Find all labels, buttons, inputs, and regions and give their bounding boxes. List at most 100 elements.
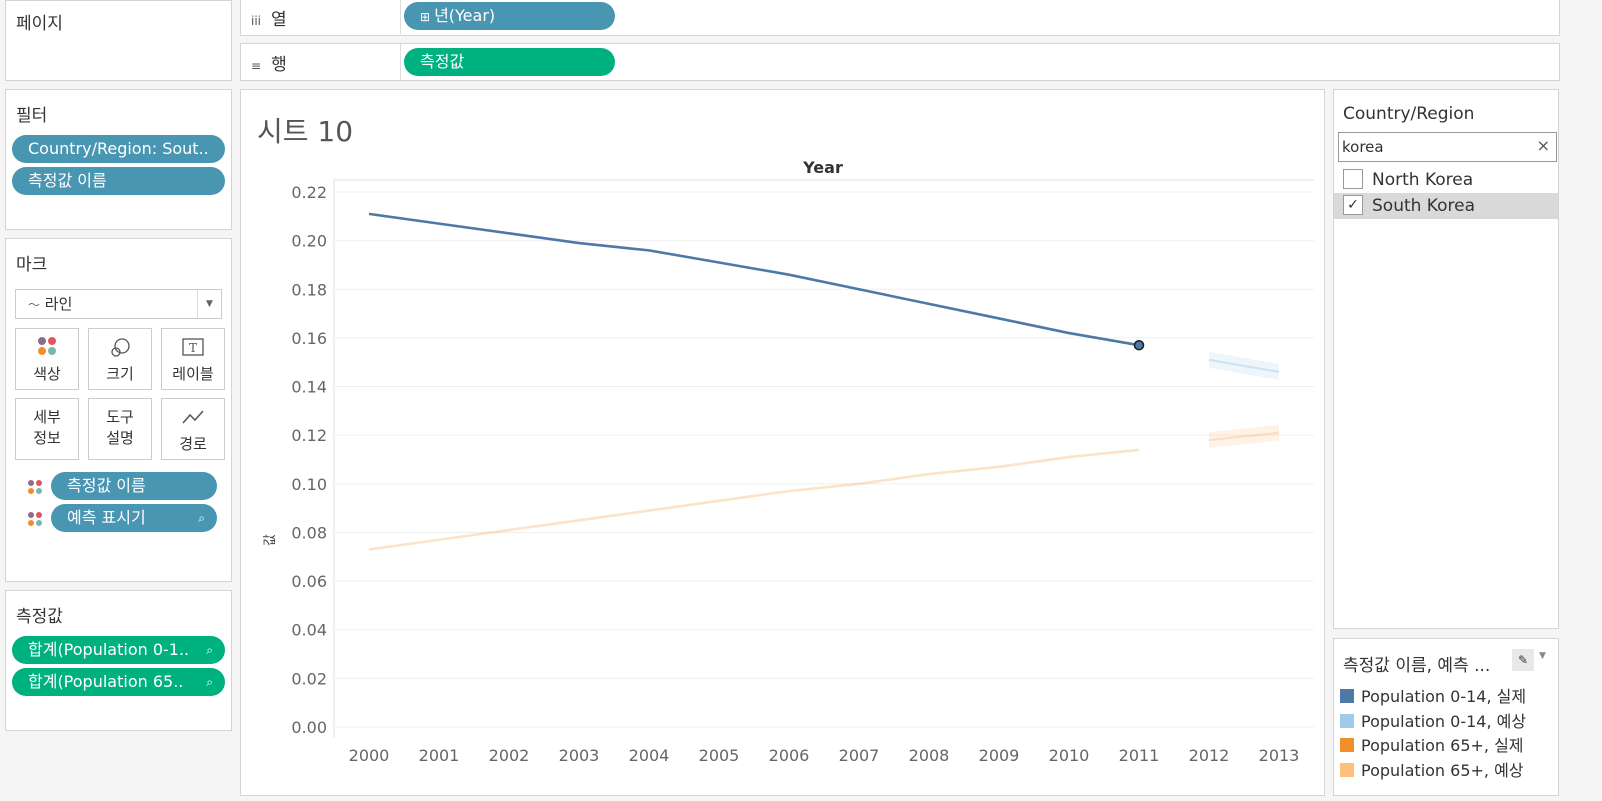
y-tick-label: 0.00 [291,718,327,737]
forecast-band [1209,351,1279,380]
path-button[interactable]: 경로 [161,398,225,460]
selected-point-marker [1133,339,1145,351]
edit-colors-icon[interactable]: ✎ [1512,649,1534,671]
x-tick-label: 2004 [629,746,670,765]
line-chart[interactable]: 0.00 0.02 0.04 0.06 0.08 0.10 0.12 0.14 0.16 0.18… [241,90,1326,797]
x-tick-label: 2005 [699,746,740,765]
series-line [368,212,1140,347]
y-tick-label: 0.08 [291,523,327,542]
size-button[interactable]: 크기 [88,328,152,390]
pages-panel: 페이지 [5,0,232,81]
measure-values-panel: 측정값 합계(Population 0-1.. ⌕ 합계(Population … [5,590,232,731]
legend-item[interactable]: Population 0-14, 예상 [1340,708,1526,732]
x-tick-label: 2009 [979,746,1020,765]
legend-menu-chevron-icon[interactable]: ▼ [1539,651,1546,661]
size-icon [89,337,151,359]
pin-icon: ⌕ [198,511,205,525]
x-tick-label: 2006 [769,746,810,765]
filter-pill-measure-names[interactable]: 측정값 이름 [12,167,225,195]
pin-icon: ⌕ [206,643,213,657]
y-tick-label: 0.04 [291,621,327,640]
y-tick-label: 0.22 [291,183,327,202]
legend-label: Population 0-14, 예상 [1361,711,1527,731]
color-legend-card: 측정값 이름, 예측 ... ✎ ▼ Population 0-14, 실제 Po… [1333,638,1559,796]
measure-pill-population-65[interactable]: 합계(Population 65.. ⌕ [12,668,225,696]
series-line [1208,431,1280,442]
y-tick-label: 0.20 [291,232,327,251]
columns-icon: iii [251,14,262,28]
series-line [368,448,1140,551]
legend-swatch [1340,689,1354,703]
text-icon: T [162,337,224,359]
x-tick-label: 2008 [909,746,950,765]
columns-shelf[interactable]: iii 열 ⊞ 년(Year) [240,0,1560,36]
country-filter-card: Country/Region korea × North Korea ✓ Sou… [1333,89,1559,629]
color-icon [16,337,78,359]
rows-icon: ≡ [251,59,262,73]
shelf-divider [400,44,401,80]
filter-card-title: Country/Region [1343,104,1475,124]
color-encoding-icon [28,512,42,526]
chevron-down-icon: ▼ [197,290,221,318]
legend-item[interactable]: Population 65+, 예상 [1340,757,1524,781]
y-tick-label: 0.06 [291,572,327,591]
y-tick-label: 0.10 [291,475,327,494]
color-encoding-icon [28,480,42,494]
legend-label: Population 65+, 예상 [1361,760,1524,780]
legend-label: Population 0-14, 실제 [1361,687,1527,706]
marks-panel: 마크 〜 라인 ▼ 색상 크기 T 레이블 세부 정보 도구 설명 [5,238,232,582]
color-button[interactable]: 색상 [15,328,79,390]
tooltip-button[interactable]: 도구 설명 [88,398,152,460]
y-tick-label: 0.16 [291,329,327,348]
legend-item[interactable]: Population 0-14, 실제 [1340,683,1526,707]
shelf-divider [400,0,401,34]
clear-icon[interactable]: × [1536,136,1550,155]
x-tick-label: 2003 [559,746,600,765]
sheet-title: 시트 10 [257,115,354,148]
legend-swatch [1340,713,1354,728]
path-icon [162,407,224,429]
x-tick-label: 2010 [1049,746,1090,765]
filter-item-north-korea[interactable]: North Korea [1334,167,1558,193]
mark-type-dropdown[interactable]: 〜 라인 ▼ [15,289,222,319]
y-tick-label: 0.02 [291,669,327,688]
columns-shelf-label: iii 열 [251,10,287,30]
filter-pill-country[interactable]: Country/Region: Sout.. [12,135,225,163]
legend-swatch [1340,762,1354,777]
pin-icon: ⌕ [206,675,213,689]
x-tick-label: 2013 [1259,746,1300,765]
detail-button[interactable]: 세부 정보 [15,398,79,460]
filter-item-south-korea[interactable]: ✓ South Korea [1334,193,1558,219]
sheet-view: 시트 10 Year 값 0.00 0.02 0.04 0.06 0.08 0.10 0.1… [240,89,1325,796]
measure-values-panel-title: 측정값 [16,607,63,627]
measure-pill-population-0-14[interactable]: 합계(Population 0-1.. ⌕ [12,636,225,664]
series-line [1208,358,1280,374]
legend-label: Population 65+, 실제 [1361,736,1524,755]
forecast-band [1209,424,1279,449]
svg-text:T: T [189,341,197,355]
column-header-year: Year [803,158,843,177]
y-tick-label: 0.14 [291,378,327,397]
line-icon: 〜 [28,298,41,312]
filter-search-field[interactable]: korea × [1338,132,1557,162]
x-tick-label: 2012 [1189,746,1230,765]
legend-swatch [1340,738,1354,752]
x-tick-label: 2002 [489,746,530,765]
filters-panel-title: 필터 [16,106,48,126]
rows-shelf-label: ≡ 행 [251,55,287,75]
columns-pill-year[interactable]: ⊞ 년(Year) [404,2,615,30]
legend-item[interactable]: Population 65+, 실제 [1340,732,1524,756]
rows-shelf[interactable]: ≡ 행 측정값 [240,43,1560,81]
rows-pill-measures[interactable]: 측정값 [404,48,615,76]
x-tick-label: 2007 [839,746,880,765]
pages-panel-title: 페이지 [16,14,63,34]
checkbox-checked[interactable]: ✓ [1343,195,1363,215]
marks-field-measure-names[interactable]: 측정값 이름 [51,472,217,500]
label-button[interactable]: T 레이블 [161,328,225,390]
x-tick-label: 2001 [419,746,460,765]
x-tick-label: 2000 [349,746,390,765]
x-tick-label: 2011 [1119,746,1160,765]
y-tick-label: 0.12 [291,426,327,445]
checkbox-unchecked[interactable] [1343,169,1363,189]
marks-field-forecast-indicator[interactable]: 예측 표시기 ⌕ [51,504,217,532]
